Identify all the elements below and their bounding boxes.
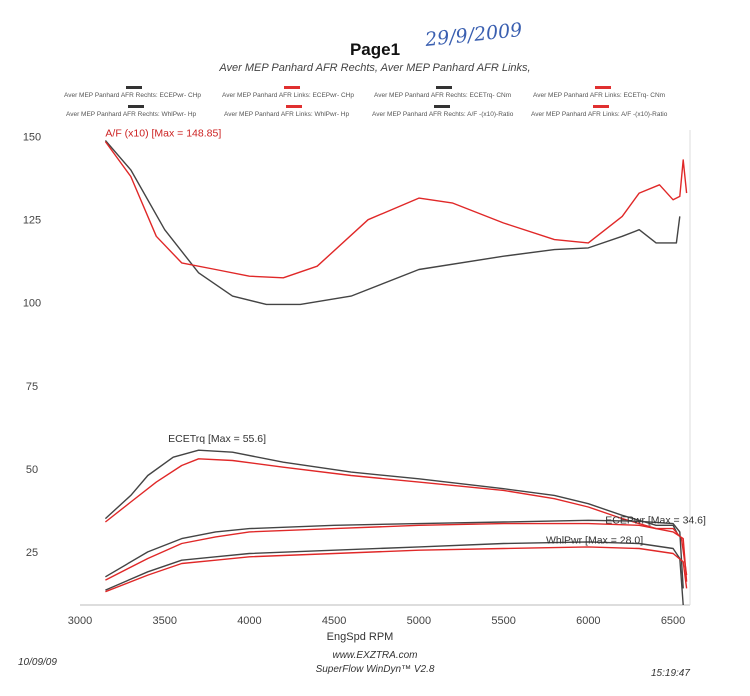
page-title: Page1 (349, 40, 401, 59)
x-tick-label: 6500 (661, 615, 685, 627)
x-tick-label: 3000 (68, 615, 92, 627)
x-tick-label: 5500 (491, 615, 515, 627)
legend-swatch (436, 86, 452, 89)
legend-item: Aver MEP Panhard AFR Rechts: ECEPwr- CHp (64, 86, 202, 99)
x-tick-label: 3500 (152, 615, 176, 627)
chart-annotation: A/F (x10) [Max = 148.85] (105, 128, 221, 140)
annotations: A/F (x10) [Max = 148.85] ECETrq [Max = 55… (105, 128, 706, 547)
series-line-7 (105, 546, 688, 593)
y-tick-label: 100 (23, 298, 41, 310)
series-line-3 (104, 458, 688, 576)
x-tick-label: 5000 (407, 615, 431, 627)
series-line-6 (105, 541, 684, 606)
footer-date: 10/09/09 (18, 657, 57, 668)
x-tick-label: 4500 (322, 615, 346, 627)
legend-swatch (126, 86, 142, 89)
series-line-4 (105, 519, 684, 589)
legend-label: Aver MEP Panhard AFR Links: ECETrq- CNm (533, 92, 666, 99)
legend-label: Aver MEP Panhard AFR Links: ECEPwr- CHp (222, 92, 354, 99)
legend-label: Aver MEP Panhard AFR Links: WhlPwr- Hp (224, 111, 350, 118)
y-tick-label: 125 (23, 215, 41, 227)
legend-label: Aver MEP Panhard AFR Rechts: ECEPwr- CHp (64, 92, 202, 99)
legend-label: Aver MEP Panhard AFR Links: A/F -(x10)-R… (531, 111, 668, 118)
legend-swatch (595, 86, 611, 89)
legend-label: Aver MEP Panhard AFR Rechts: A/F -(x10)-… (372, 111, 514, 118)
legend-label: Aver MEP Panhard AFR Rechts: WhlPwr- Hp (66, 111, 197, 118)
page-subtitle: Aver MEP Panhard AFR Rechts, Aver MEP Pa… (219, 62, 531, 74)
legend-item: Aver MEP Panhard AFR Rechts: WhlPwr- Hp (66, 105, 197, 118)
chart-annotation: WhlPwr [Max = 28.0] (546, 535, 643, 547)
legend-item: Aver MEP Panhard AFR Links: ECEPwr- CHp (222, 86, 354, 99)
y-tick-label: 150 (23, 132, 41, 144)
series-line-5 (105, 522, 688, 582)
chart-annotation: ECEPwr [Max = 34.6] (605, 515, 706, 527)
x-tick-label: 6000 (576, 615, 600, 627)
legend-item: Aver MEP Panhard AFR Links: A/F -(x10)-R… (531, 105, 668, 118)
series-group (104, 140, 688, 606)
legend-swatch (434, 105, 450, 108)
legend-swatch (284, 86, 300, 89)
legend-item: Aver MEP Panhard AFR Links: ECETrq- CNm (533, 86, 666, 99)
footer-time: 15:19:47 (651, 668, 690, 679)
series-line-1 (104, 141, 688, 279)
legend-swatch (593, 105, 609, 108)
y-tick-label: 50 (26, 464, 38, 476)
y-axis: 25 50 75 100 125 150 (23, 132, 41, 559)
legend-item: Aver MEP Panhard AFR Rechts: ECETrq- CNm (374, 86, 512, 99)
x-tick-label: 4000 (237, 615, 261, 627)
legend-label: Aver MEP Panhard AFR Rechts: ECETrq- CNm (374, 92, 512, 99)
legend-swatch (128, 105, 144, 108)
x-axis-label: EngSpd RPM (327, 631, 394, 643)
y-tick-label: 75 (26, 381, 38, 393)
y-tick-label: 25 (26, 547, 38, 559)
legend-item: Aver MEP Panhard AFR Links: WhlPwr- Hp (224, 105, 350, 118)
footer-url: www.EXZTRA.com (332, 650, 418, 661)
footer-software: SuperFlow WinDyn™ V2.8 (315, 664, 435, 675)
legend-swatch (286, 105, 302, 108)
chart-annotation: ECETrq [Max = 55.6] (168, 433, 266, 445)
series-line-2 (104, 449, 679, 536)
x-axis: 3000 3500 4000 4500 5000 5500 6000 6500 (68, 615, 686, 627)
series-line-0 (104, 140, 681, 306)
legend-item: Aver MEP Panhard AFR Rechts: A/F -(x10)-… (372, 105, 514, 118)
axis-frame (80, 130, 691, 606)
